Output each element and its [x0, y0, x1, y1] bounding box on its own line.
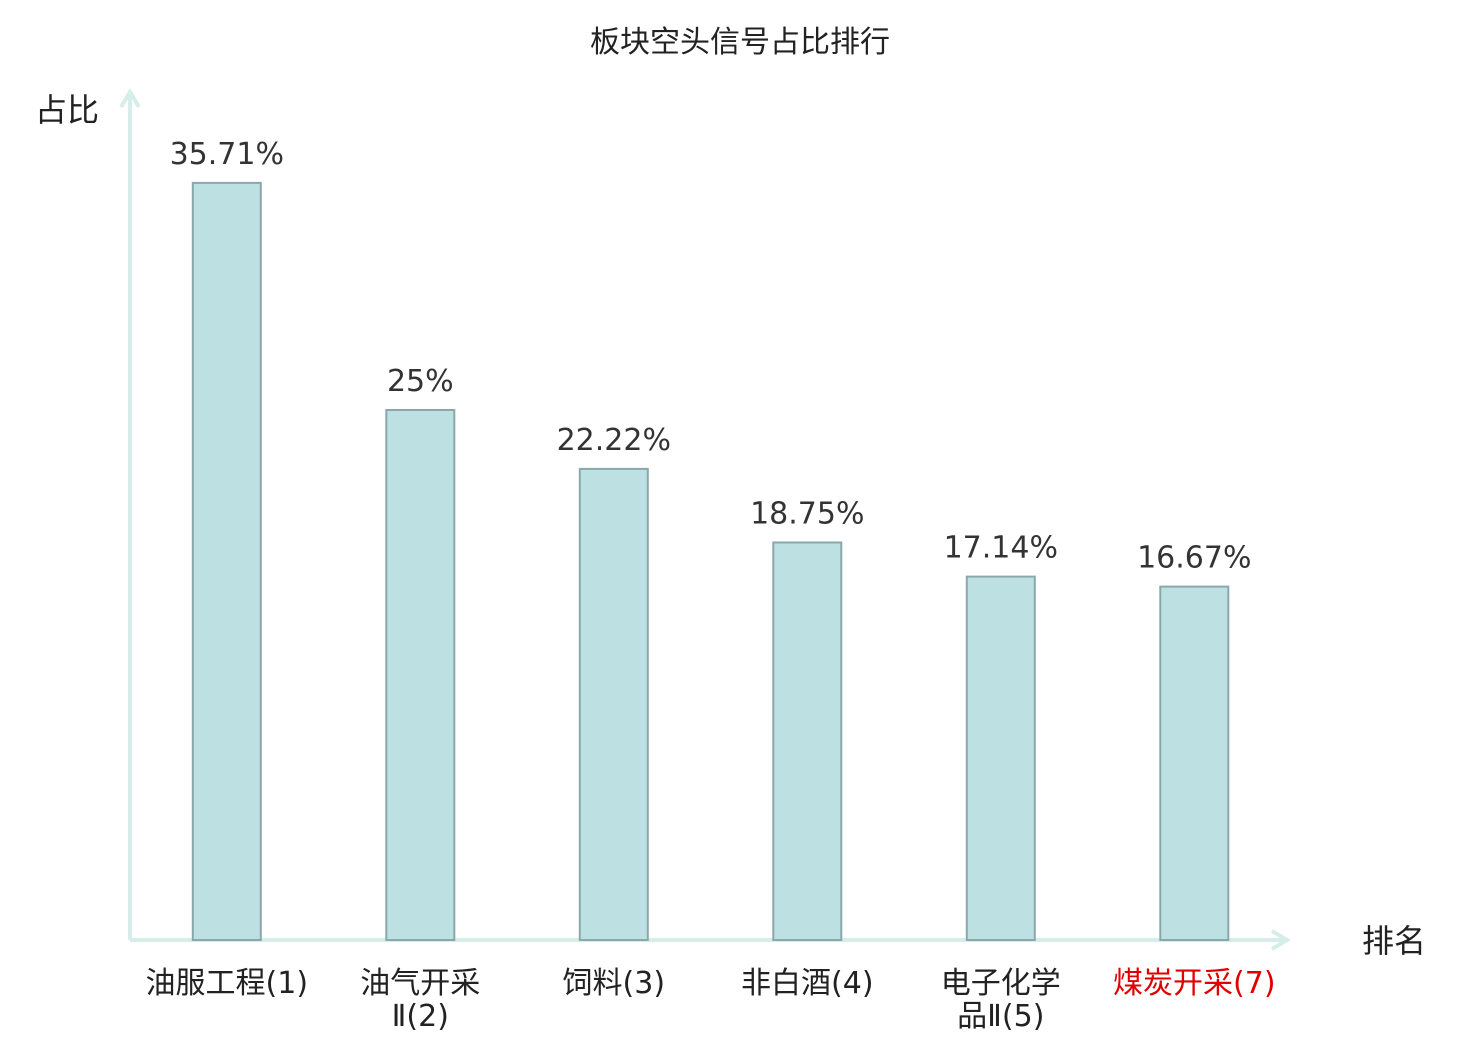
bar-value-label: 22.22%	[557, 423, 671, 458]
bar	[965, 575, 1036, 941]
x-axis-arrow	[1270, 929, 1291, 951]
bars-group	[191, 181, 1230, 941]
x-axis-title: 排名	[1362, 922, 1426, 960]
value-labels-group: 35.71% 25% 22.22% 18.75% 17.14% 16.67%	[170, 137, 1252, 576]
chart-title: 板块空头信号占比排行	[590, 25, 890, 60]
bar	[191, 181, 262, 941]
bar-value-label: 25%	[387, 364, 454, 399]
x-tick-label: 油气开采 Ⅱ(2)	[360, 966, 480, 1034]
bar-value-label: 35.71%	[170, 137, 284, 172]
category-labels-group: 油服工程(1) 油气开采 Ⅱ(2) 饲料(3) 非白酒(4) 电子化学品Ⅱ(5) 煤炭开采(…	[146, 966, 1276, 1034]
bar	[578, 467, 649, 941]
bar	[1159, 585, 1230, 941]
x-tick-label: 非白酒(4)	[741, 966, 874, 1001]
y-axis-title: 占比	[35, 91, 99, 129]
x-tick-label: 饲料(3)	[563, 966, 666, 1001]
y-axis-arrow	[119, 88, 141, 109]
bar-value-label: 18.75%	[750, 497, 864, 532]
bar	[385, 409, 456, 941]
x-tick-label: 电子化学品Ⅱ(5)	[941, 966, 1061, 1034]
bar	[772, 541, 843, 941]
x-tick-label: 油服工程(1)	[146, 966, 309, 1001]
bar-value-label: 16.67%	[1137, 541, 1251, 576]
bar-value-label: 17.14%	[944, 531, 1058, 566]
x-tick-label: 煤炭开采(7)	[1113, 966, 1276, 1001]
